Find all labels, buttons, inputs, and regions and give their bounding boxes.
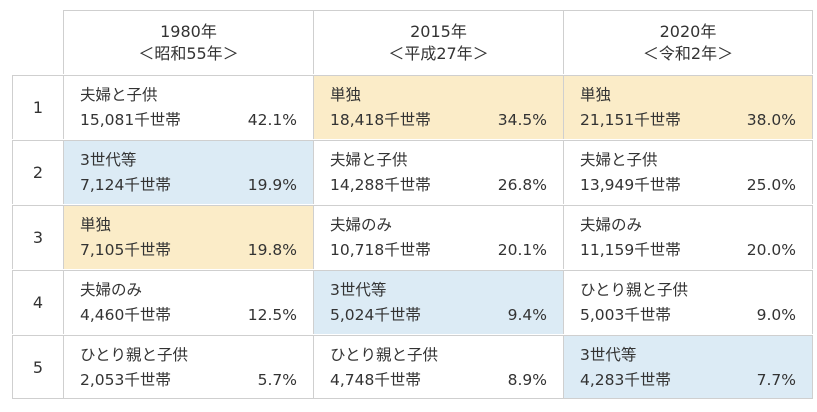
household-percent: 8.9% [507,371,547,389]
household-percent: 9.0% [756,306,796,324]
household-count: 4,748千世帯 [330,371,421,389]
household-count: 7,105千世帯 [80,241,171,259]
table-cell: 夫婦と子供 14,288千世帯 26.8% [313,140,563,204]
rank-label: 3 [12,205,63,269]
household-percent: 5.7% [257,371,297,389]
household-type: 夫婦のみ [580,216,643,234]
table-cell: ひとり親と子供 4,748千世帯 8.9% [313,335,563,399]
household-count: 2,053千世帯 [80,371,171,389]
household-type: 3世代等 [330,281,387,299]
household-count: 7,124千世帯 [80,176,171,194]
household-count: 18,418千世帯 [330,111,431,129]
household-count: 10,718千世帯 [330,241,431,259]
table-cell: 単独 21,151千世帯 38.0% [563,75,813,139]
table-cell: ひとり親と子供 5,003千世帯 9.0% [563,270,813,334]
rank-label: 1 [12,75,63,139]
household-count: 15,081千世帯 [80,111,181,129]
household-type: 単独 [580,86,612,104]
table-cell: 夫婦と子供 15,081千世帯 42.1% [63,75,313,139]
column-era: ＜令和2年＞ [642,43,734,63]
household-type: 夫婦のみ [330,216,393,234]
household-percent: 19.8% [247,241,297,259]
column-year: 2020年 [659,21,717,41]
household-percent: 34.5% [497,111,547,129]
household-type: 夫婦と子供 [330,151,408,169]
column-year: 1980年 [160,21,217,41]
household-percent: 26.8% [497,176,547,194]
table-cell: 単独 18,418千世帯 34.5% [313,75,563,139]
column-era: ＜平成27年＞ [388,43,489,63]
household-type: 3世代等 [80,151,137,169]
household-type: 単独 [80,216,112,234]
table-cell: 3世代等 5,024千世帯 9.4% [313,270,563,334]
household-percent: 25.0% [746,176,796,194]
household-type: ひとり親と子供 [580,281,689,299]
table-cell: 夫婦のみ 11,159千世帯 20.0% [563,205,813,269]
household-ranking-table: 1980年 ＜昭和55年＞ 2015年 ＜平成27年＞ 2020年 ＜令和2年＞… [12,10,813,399]
rank-label: 4 [12,270,63,334]
table-cell: 夫婦のみ 4,460千世帯 12.5% [63,270,313,334]
column-header-2020: 2020年 ＜令和2年＞ [563,10,813,74]
table-cell: 夫婦と子供 13,949千世帯 25.0% [563,140,813,204]
household-percent: 9.4% [507,306,547,324]
household-type: ひとり親と子供 [80,346,189,364]
household-count: 14,288千世帯 [330,176,431,194]
column-year: 2015年 [410,21,467,41]
household-count: 4,460千世帯 [80,306,171,324]
household-count: 11,159千世帯 [580,241,681,259]
table-cell: 単独 7,105千世帯 19.8% [63,205,313,269]
household-type: 単独 [330,86,362,104]
household-percent: 42.1% [247,111,297,129]
column-era: ＜昭和55年＞ [138,43,239,63]
household-type: 夫婦と子供 [580,151,658,169]
household-percent: 19.9% [247,176,297,194]
rank-label: 2 [12,140,63,204]
table-cell: 夫婦のみ 10,718千世帯 20.1% [313,205,563,269]
household-percent: 20.1% [497,241,547,259]
column-header-1980: 1980年 ＜昭和55年＞ [63,10,313,74]
household-count: 5,003千世帯 [580,306,671,324]
household-percent: 38.0% [746,111,796,129]
household-count: 21,151千世帯 [580,111,681,129]
household-type: 3世代等 [580,346,637,364]
table-cell: ひとり親と子供 2,053千世帯 5.7% [63,335,313,399]
household-type: 夫婦と子供 [80,86,158,104]
rank-label: 5 [12,335,63,399]
table-cell: 3世代等 7,124千世帯 19.9% [63,140,313,204]
household-count: 13,949千世帯 [580,176,681,194]
household-percent: 20.0% [746,241,796,259]
household-percent: 7.7% [756,371,796,389]
household-percent: 12.5% [247,306,297,324]
table-corner [12,10,63,74]
column-header-2015: 2015年 ＜平成27年＞ [313,10,563,74]
household-type: 夫婦のみ [80,281,143,299]
household-type: ひとり親と子供 [330,346,439,364]
household-count: 5,024千世帯 [330,306,421,324]
table-cell: 3世代等 4,283千世帯 7.7% [563,335,813,399]
household-count: 4,283千世帯 [580,371,671,389]
